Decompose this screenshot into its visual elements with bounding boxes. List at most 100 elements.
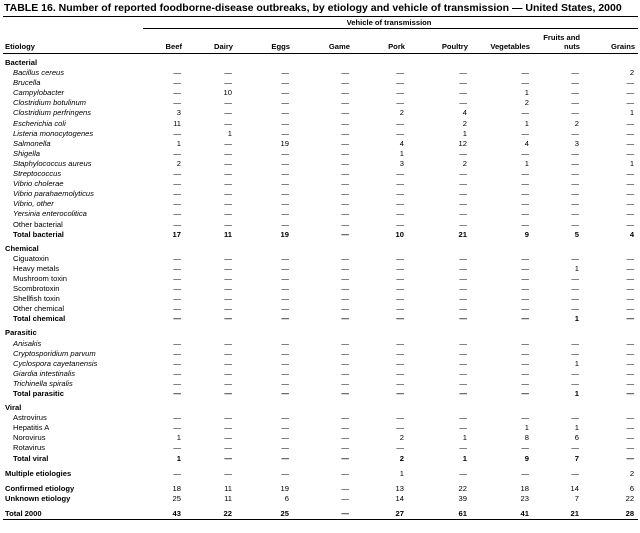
cell: — <box>341 169 349 179</box>
cell: — <box>521 148 529 158</box>
cell: — <box>459 78 467 88</box>
cell: — <box>626 169 635 179</box>
cell: 1 <box>574 423 579 433</box>
column-header: Vegetables <box>471 28 533 54</box>
cell: — <box>341 348 349 358</box>
cell: — <box>173 314 181 324</box>
row-label: Total 2000 <box>3 503 143 521</box>
cell: 9 <box>524 229 529 239</box>
cell: — <box>341 148 349 158</box>
cell: — <box>459 179 467 189</box>
cell: — <box>396 348 404 358</box>
data-row: Cryptosporidium parvum — — — — — — — — — <box>3 349 638 359</box>
cell: — <box>626 413 635 423</box>
cell: — <box>521 179 529 189</box>
cell: — <box>341 304 349 314</box>
cell: — <box>173 98 181 108</box>
section-label: Viral <box>5 403 22 413</box>
data-row: Hepatitis A — — — — — — 1 1 — <box>3 423 638 433</box>
cell: — <box>459 98 467 108</box>
cell: — <box>173 468 181 478</box>
cell: 6 <box>284 493 289 503</box>
cell: — <box>396 199 404 209</box>
cell: — <box>281 284 289 294</box>
cell: — <box>396 443 404 453</box>
cell: — <box>571 368 579 378</box>
cell: — <box>281 338 289 348</box>
data-row: Other chemical — — — — — — — — — <box>3 304 638 314</box>
cell: — <box>173 378 181 388</box>
row-label: Bacillus cereus <box>13 68 65 78</box>
data-row: Heavy metals — — — — — — — 1 — <box>3 264 638 274</box>
row-label: Yersinia enterocolitica <box>13 209 87 219</box>
cell: — <box>224 443 232 453</box>
cell: 1 <box>524 423 529 433</box>
data-row: Shigella — — — — 1 — — — — <box>3 149 638 159</box>
row-label: Vibrio parahaemolyticus <box>13 189 94 199</box>
cell: — <box>626 98 635 108</box>
row-label: Clostridium botulinum <box>13 98 87 108</box>
cell: — <box>341 338 349 348</box>
row-label: Vibrio cholerae <box>13 179 64 189</box>
cell: — <box>224 78 232 88</box>
cell: — <box>281 158 289 168</box>
cell: — <box>281 179 289 189</box>
cell: — <box>459 209 467 219</box>
cell: — <box>341 128 349 138</box>
cell: — <box>341 433 349 443</box>
cell: — <box>521 68 529 78</box>
cell: — <box>521 314 529 324</box>
cell: — <box>626 263 635 273</box>
cell: — <box>626 294 635 304</box>
cell: — <box>341 294 349 304</box>
cell: 11 <box>224 483 232 493</box>
cell: — <box>396 423 404 433</box>
cell: — <box>341 358 349 368</box>
cell: — <box>459 468 467 478</box>
cell: 11 <box>173 118 181 128</box>
row-label: Streptococcus <box>13 169 62 179</box>
section-row: Chemical <box>3 240 638 254</box>
row-label: Hepatitis A <box>13 423 50 433</box>
cell: — <box>626 284 635 294</box>
row-label: Giardia intestinalis <box>13 368 76 378</box>
cell: — <box>626 219 635 229</box>
cell: — <box>626 453 635 463</box>
cell: 4 <box>462 108 467 118</box>
cell: — <box>341 199 349 209</box>
cell: — <box>281 68 289 78</box>
cell: 4 <box>524 138 529 148</box>
cell: — <box>626 389 635 398</box>
cell: — <box>341 263 349 273</box>
cell: — <box>224 378 232 388</box>
cell: 12 <box>458 138 467 148</box>
cell: — <box>626 128 635 138</box>
data-row: Rotavirus — — — — — — — — — <box>3 443 638 453</box>
cell: — <box>173 413 181 423</box>
data-row: Salmonella 1 — 19 — 4 12 4 3 — <box>3 139 638 149</box>
table-title: TABLE 16. Number of reported foodborne-d… <box>4 2 622 14</box>
cell: — <box>341 284 349 294</box>
row-label: Other bacterial <box>13 219 63 229</box>
cell: — <box>626 304 635 314</box>
cell: — <box>341 88 349 98</box>
cell: — <box>521 378 529 388</box>
cell: — <box>459 294 467 304</box>
cell: — <box>341 368 349 378</box>
cell: 7 <box>574 493 579 503</box>
data-row: Ciguatoxin — — — — — — — — — <box>3 254 638 264</box>
cell: — <box>224 314 232 324</box>
row-label: Campylobacter <box>13 88 65 98</box>
row-label: Shellfish toxin <box>13 294 60 304</box>
cell: 27 <box>353 503 408 521</box>
cell: — <box>341 389 349 398</box>
cell: — <box>459 199 467 209</box>
cell: 18 <box>172 483 181 493</box>
cell: — <box>459 338 467 348</box>
cell: — <box>459 253 467 263</box>
cell: — <box>281 253 289 263</box>
cell: — <box>521 348 529 358</box>
cell: — <box>396 314 404 324</box>
cell: 1 <box>176 138 181 148</box>
cell: 43 <box>143 503 185 521</box>
